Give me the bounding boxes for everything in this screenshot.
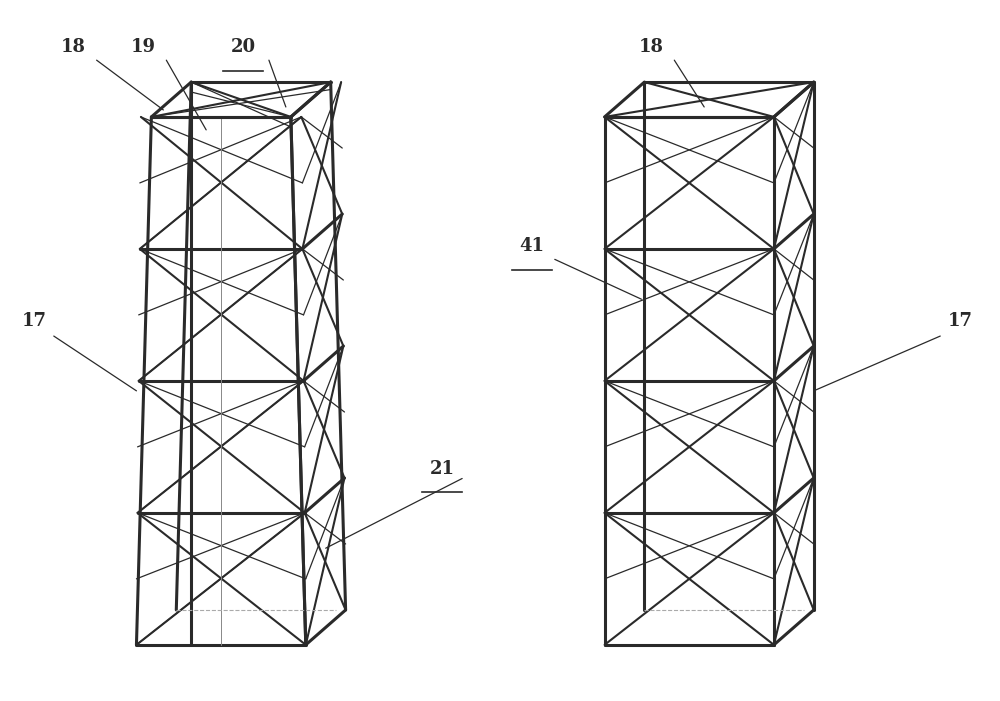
- Text: 18: 18: [639, 39, 664, 56]
- Text: 17: 17: [21, 312, 46, 330]
- Text: 18: 18: [61, 39, 86, 56]
- Text: 21: 21: [430, 460, 455, 477]
- Text: 17: 17: [948, 312, 973, 330]
- Text: 20: 20: [230, 39, 256, 56]
- Text: 19: 19: [131, 39, 156, 56]
- Text: 41: 41: [519, 238, 544, 255]
